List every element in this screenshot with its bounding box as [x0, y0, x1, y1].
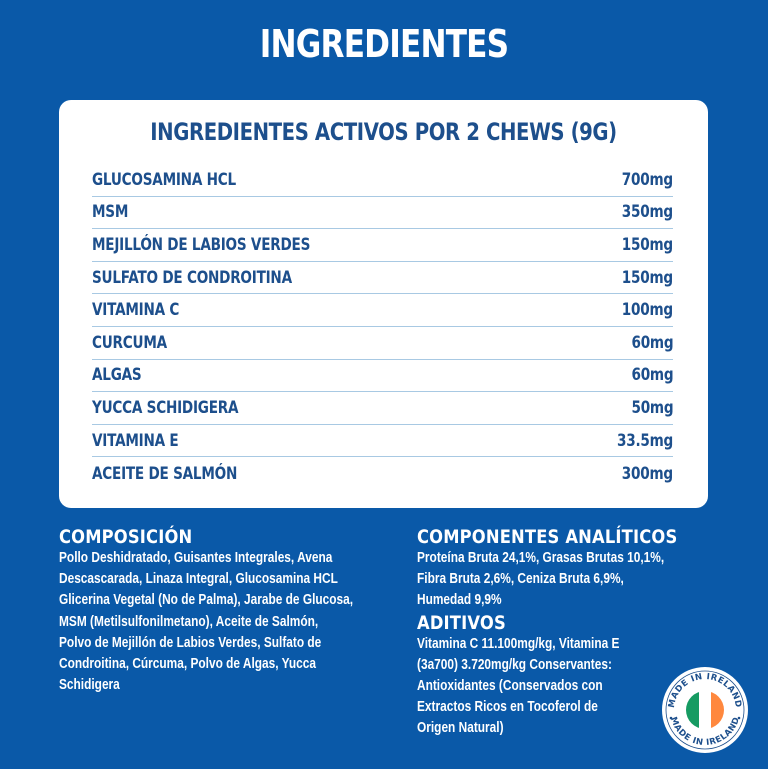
ingredient-name: VITAMINA E [92, 430, 179, 451]
active-ingredients-title: INGREDIENTES ACTIVOS POR 2 CHEWS (9G) [150, 118, 617, 146]
analytical-section: COMPONENTES ANALÍTICOS Proteína Bruta 24… [417, 526, 717, 740]
text-line: MSM (Metilsulfonilmetano), Aceite de Sal… [59, 613, 319, 630]
ingredient-row: VITAMINA C 100mg [92, 294, 673, 327]
ingredients-table: GLUCOSAMINA HCL 700mg MSM 350mg MEJILLÓN D… [92, 164, 673, 490]
text-line: Polvo de Mejillón de Labios Verdes, Sulf… [59, 634, 322, 651]
irish-flag-seal-icon: MADE IN IRELAND MADE IN IRELAND [662, 667, 748, 753]
text-line: Humedad 9,9% [417, 592, 502, 609]
ingredient-row: MEJILLÓN DE LABIOS VERDES 150mg [92, 229, 673, 262]
ingredient-amount: 33.5mg [616, 430, 673, 451]
text-line: Condroitina, Cúrcuma, Polvo de Algas, Yu… [59, 656, 317, 673]
text-line: (3a700) 3.720mg/kg Conservantes: [417, 656, 612, 673]
text-line: Extractos Ricos en Tocoferol de [417, 699, 598, 716]
ingredient-name: MSM [92, 202, 129, 223]
ingredient-amount: 50mg [631, 397, 673, 418]
ingredient-amount: 300mg [621, 463, 673, 484]
composicion-heading: COMPOSICIÓN [59, 526, 193, 548]
composicion-text: Pollo Deshidratado, Guisantes Integrales… [59, 548, 387, 696]
ingredient-row: VITAMINA E 33.5mg [92, 425, 673, 458]
ingredient-row: MSM 350mg [92, 197, 673, 230]
aditivos-text: Vitamina C 11.100mg/kg, Vitamina E (3a70… [417, 634, 700, 740]
analytical-heading: COMPONENTES ANALÍTICOS [417, 526, 678, 548]
text-line: Pollo Deshidratado, Guisantes Integrales… [59, 550, 333, 566]
ingredient-amount: 700mg [621, 169, 673, 190]
ingredient-row: SULFATO DE CONDROITINA 150mg [92, 262, 673, 295]
ingredient-name: YUCCA SCHIDIGERA [92, 397, 239, 418]
ingredient-name: ALGAS [92, 365, 142, 386]
ingredient-row: ALGAS 60mg [92, 360, 673, 393]
ingredient-name: GLUCOSAMINA HCL [92, 169, 236, 190]
ingredient-row: YUCCA SCHIDIGERA 50mg [92, 392, 673, 425]
text-line: Vitamina C 11.100mg/kg, Vitamina E [417, 635, 620, 652]
text-line: Schidigera [59, 677, 120, 694]
ingredient-amount: 350mg [621, 202, 673, 223]
aditivos-heading: ADITIVOS [417, 611, 506, 634]
page-title: INGREDIENTES [259, 22, 509, 66]
ingredient-name: CURCUMA [92, 332, 167, 353]
text-line: Fibra Bruta 2,6%, Ceniza Bruta 6,9%, [417, 571, 624, 588]
ingredient-row: CURCUMA 60mg [92, 327, 673, 360]
ingredient-amount: 60mg [631, 332, 673, 353]
ingredient-amount: 100mg [621, 300, 673, 321]
ingredient-row: ACEITE DE SALMÓN 300mg [92, 457, 673, 490]
ingredient-amount: 150mg [621, 267, 673, 288]
ingredient-amount: 60mg [631, 365, 673, 386]
ingredient-row: GLUCOSAMINA HCL 700mg [92, 164, 673, 197]
composicion-section: COMPOSICIÓN Pollo Deshidratado, Guisante… [59, 526, 389, 696]
text-line: Proteína Bruta 24,1%, Grasas Brutas 10,1… [417, 550, 665, 566]
text-line: Origen Natural) [417, 720, 504, 737]
analytical-text: Proteína Bruta 24,1%, Grasas Brutas 10,1… [417, 548, 700, 612]
ingredient-name: VITAMINA C [92, 300, 180, 321]
ingredient-name: SULFATO DE CONDROITINA [92, 267, 292, 288]
active-ingredients-card: INGREDIENTES ACTIVOS POR 2 CHEWS (9G) GL… [59, 100, 708, 508]
text-line: Descascarada, Linaza Integral, Glucosami… [59, 571, 338, 588]
text-line: Glicerina Vegetal (No de Palma), Jarabe … [59, 592, 354, 609]
ingredient-name: MEJILLÓN DE LABIOS VERDES [92, 234, 311, 255]
text-line: Antioxidantes (Conservados con [417, 678, 603, 695]
ingredient-name: ACEITE DE SALMÓN [92, 463, 238, 484]
made-in-ireland-badge: MADE IN IRELAND MADE IN IRELAND [661, 666, 749, 754]
ingredient-amount: 150mg [621, 234, 673, 255]
